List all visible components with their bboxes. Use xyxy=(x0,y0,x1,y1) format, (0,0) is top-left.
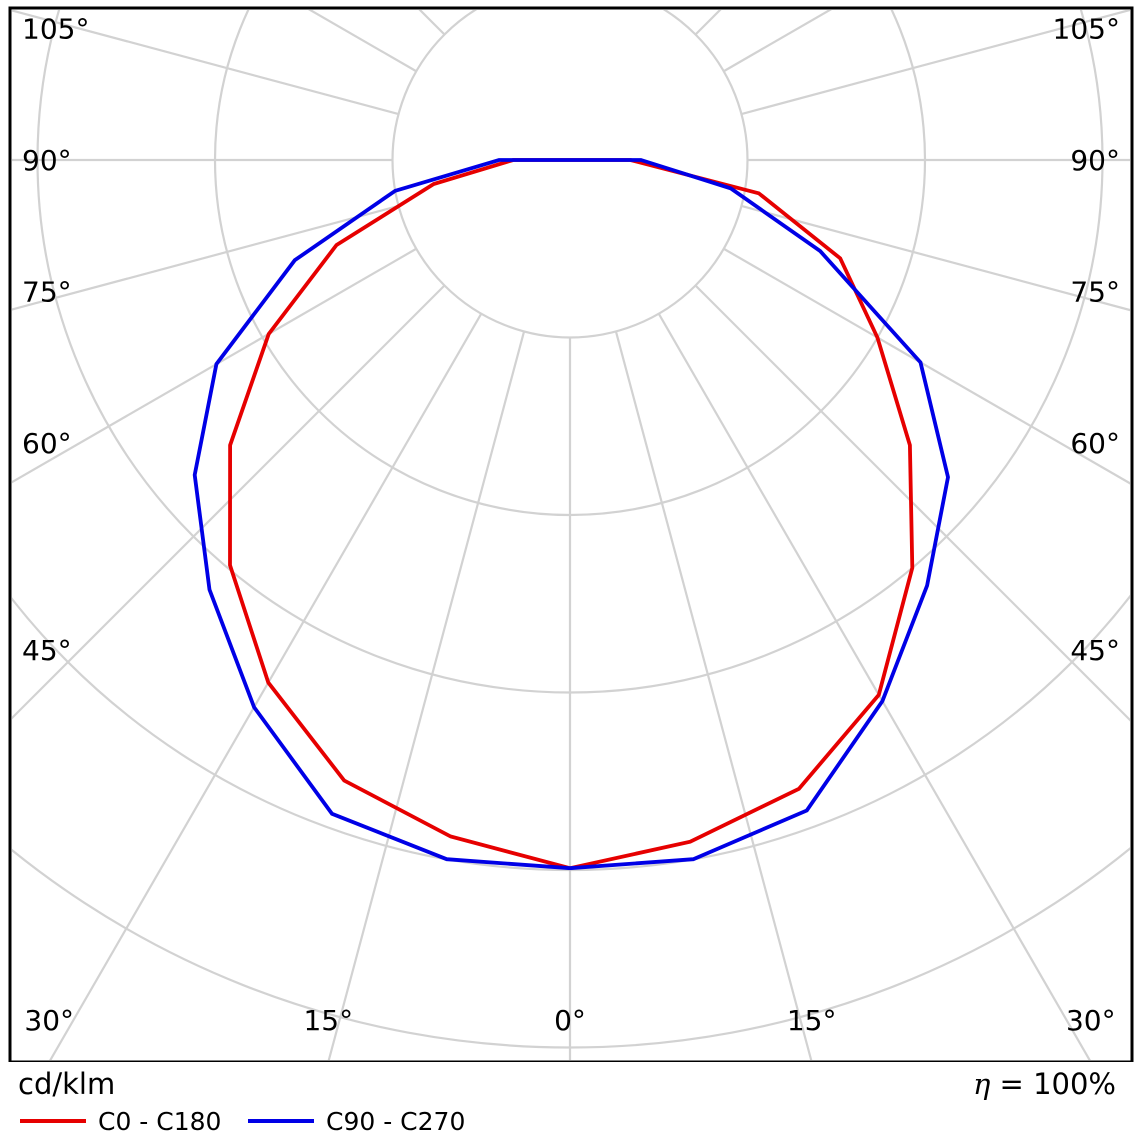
curve-c0-c180 xyxy=(228,158,915,871)
grid-spoke xyxy=(12,204,399,311)
grid-spoke xyxy=(659,0,1142,6)
curve-c90-c270 xyxy=(192,158,950,871)
grid-spoke xyxy=(657,313,1091,1060)
efficiency-label: η = 100% xyxy=(973,1067,1116,1101)
legend-line-swatch xyxy=(248,1119,314,1123)
angle-label-bottom: 15° xyxy=(303,1004,353,1037)
angle-label-right: 75° xyxy=(1070,275,1120,308)
angle-label-bottom: 30° xyxy=(24,1004,74,1037)
angle-label-bottom: 30° xyxy=(1066,1004,1116,1037)
grid-spoke xyxy=(741,204,1130,312)
legend-label: C0 - C180 xyxy=(98,1106,222,1132)
unit-label: cd/klm xyxy=(18,1067,116,1101)
angle-label-right: 60° xyxy=(1070,427,1120,460)
angle-label-left: 75° xyxy=(22,275,72,308)
angle-label-bottom: 15° xyxy=(787,1004,837,1037)
angle-label-right: 45° xyxy=(1070,634,1120,667)
angle-label-bottom: 0° xyxy=(554,1004,586,1037)
chart-footer: cd/klm η = 100% C0 - C180 C90 - C270 xyxy=(0,1062,1142,1132)
angle-label-left: 90° xyxy=(22,144,72,177)
angle-label-left: 45° xyxy=(22,634,72,667)
grid-spoke xyxy=(49,313,483,1060)
grid-ring xyxy=(391,10,749,339)
eta-symbol: η xyxy=(972,1067,991,1101)
grid-spoke xyxy=(614,331,813,1060)
grid-spoke xyxy=(694,284,1130,722)
legend-item: C0 - C180 xyxy=(20,1106,221,1132)
grid-spoke xyxy=(12,284,446,720)
grid-spoke xyxy=(0,0,481,6)
legend-label: C90 - C270 xyxy=(326,1106,466,1132)
eta-value: = 100% xyxy=(990,1067,1116,1101)
legend-line-swatch xyxy=(20,1119,86,1123)
grid-spoke xyxy=(12,247,417,484)
legend-item: C90 - C270 xyxy=(248,1106,465,1132)
angle-label-right: 105° xyxy=(1053,13,1120,46)
angle-label-left: 60° xyxy=(22,427,72,460)
angle-label-left: 105° xyxy=(22,13,89,46)
grid-spoke xyxy=(327,331,526,1060)
angle-labels: 105° 105° 90° 90° 75° 75° 60° 60° 45° 45° 30° 15° 0°… xyxy=(22,13,1120,1037)
angle-label-right: 90° xyxy=(1070,144,1120,177)
grid-spoke xyxy=(12,10,399,116)
grid-spoke xyxy=(723,247,1130,485)
grid-spoke xyxy=(741,10,1130,116)
